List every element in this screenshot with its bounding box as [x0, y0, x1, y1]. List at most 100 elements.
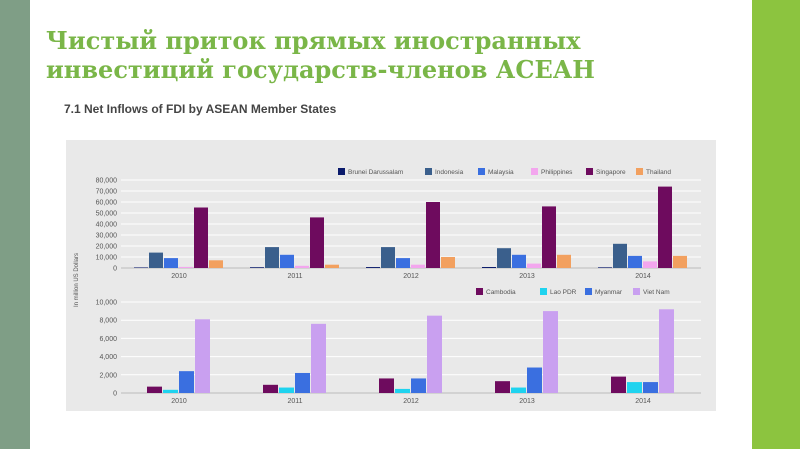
bar — [279, 387, 294, 393]
legend-swatch — [338, 168, 345, 175]
bar — [427, 315, 442, 393]
legend-swatch — [531, 168, 538, 175]
bar — [659, 309, 674, 393]
y-tick-label: 50,000 — [96, 211, 118, 218]
y-tick-label: 40,000 — [96, 222, 118, 229]
legend-swatch — [586, 168, 593, 175]
bar — [426, 202, 440, 268]
chart-heading: 7.1 Net Inflows of FDI by ASEAN Member S… — [64, 102, 337, 116]
bar — [527, 367, 542, 393]
bar — [482, 267, 496, 268]
legend-swatch — [476, 288, 483, 295]
bar — [598, 267, 612, 268]
bar — [149, 252, 163, 268]
bar — [627, 382, 642, 393]
legend-swatch — [636, 168, 643, 175]
y-tick-label: 80,000 — [96, 178, 118, 185]
bar — [613, 243, 627, 268]
legend-label: Cambodia — [486, 289, 516, 296]
y-tick-label: 10,000 — [96, 300, 118, 307]
x-tick-label: 2014 — [635, 398, 651, 405]
bar — [643, 382, 658, 393]
legend-label: Viet Nam — [643, 289, 670, 296]
bar — [163, 389, 178, 393]
y-tick-label: 2,000 — [99, 372, 117, 379]
y-tick-label: 20,000 — [96, 244, 118, 251]
bar — [441, 257, 455, 268]
legend-label: Myanmar — [595, 289, 623, 296]
bar — [643, 261, 657, 268]
bar — [543, 311, 558, 393]
y-tick-label: 70,000 — [96, 189, 118, 196]
legend-swatch — [633, 288, 640, 295]
legend-label: Singapore — [596, 169, 626, 176]
bar — [658, 186, 672, 268]
bar — [325, 264, 339, 268]
bar — [395, 388, 410, 393]
legend-label: Thailand — [646, 169, 671, 176]
bar — [147, 386, 162, 393]
bar — [195, 319, 210, 393]
bar — [611, 376, 626, 393]
y-tick-label: 60,000 — [96, 200, 118, 207]
bar — [673, 255, 687, 268]
bar — [164, 258, 178, 268]
legend-label: Philippines — [541, 169, 573, 176]
legend-label: Indonesia — [435, 169, 464, 176]
x-tick-label: 2012 — [403, 273, 419, 280]
right-accent-bar — [752, 0, 800, 449]
legend-swatch — [425, 168, 432, 175]
bar — [527, 263, 541, 268]
bar — [280, 254, 294, 268]
legend-swatch — [540, 288, 547, 295]
bar — [495, 381, 510, 393]
bar — [411, 264, 425, 268]
legend-label: Malaysia — [488, 169, 514, 176]
x-tick-label: 2014 — [635, 273, 651, 280]
y-tick-label: 8,000 — [99, 318, 117, 325]
bar — [209, 260, 223, 268]
bar — [411, 378, 426, 393]
left-accent-bar — [0, 0, 30, 449]
bar — [179, 371, 194, 393]
legend-label: Lao PDR — [550, 289, 577, 296]
x-tick-label: 2010 — [171, 273, 187, 280]
bar — [311, 323, 326, 393]
x-tick-label: 2013 — [519, 273, 535, 280]
bar — [497, 248, 511, 268]
bar — [557, 254, 571, 268]
bar — [379, 378, 394, 393]
x-tick-label: 2011 — [287, 273, 302, 280]
bar — [263, 384, 278, 393]
bar — [179, 266, 193, 268]
x-tick-label: 2013 — [519, 398, 535, 405]
y-axis-title: In million US Dollars — [74, 253, 80, 307]
bar — [295, 372, 310, 393]
y-tick-label: 0 — [113, 391, 117, 398]
y-tick-label: 10,000 — [96, 255, 118, 262]
y-tick-label: 30,000 — [96, 233, 118, 240]
bar — [265, 247, 279, 268]
y-tick-label: 6,000 — [99, 336, 117, 343]
legend-swatch — [585, 288, 592, 295]
bar — [511, 387, 526, 393]
x-tick-label: 2012 — [403, 398, 419, 405]
bar — [512, 254, 526, 268]
bar — [628, 255, 642, 268]
bar — [381, 247, 395, 268]
fdi-chart: 0 10,000 20,000 30,000 40,000 50,000 60,000 70,… — [74, 168, 701, 405]
legend-swatch — [478, 168, 485, 175]
y-tick-label: 4,000 — [99, 354, 117, 361]
bar — [194, 207, 208, 268]
bar — [366, 267, 380, 268]
chart-panel: 0 10,000 20,000 30,000 40,000 50,000 60,000 70,… — [66, 140, 716, 411]
bar — [134, 267, 148, 268]
bar — [310, 217, 324, 268]
y-tick-label: 0 — [113, 266, 117, 273]
bar — [295, 265, 309, 268]
x-tick-label: 2010 — [171, 398, 187, 405]
slide-title: Чистый приток прямых иностранных инвести… — [46, 26, 595, 84]
bar — [542, 206, 556, 268]
bar — [396, 258, 410, 268]
bar — [250, 267, 264, 268]
